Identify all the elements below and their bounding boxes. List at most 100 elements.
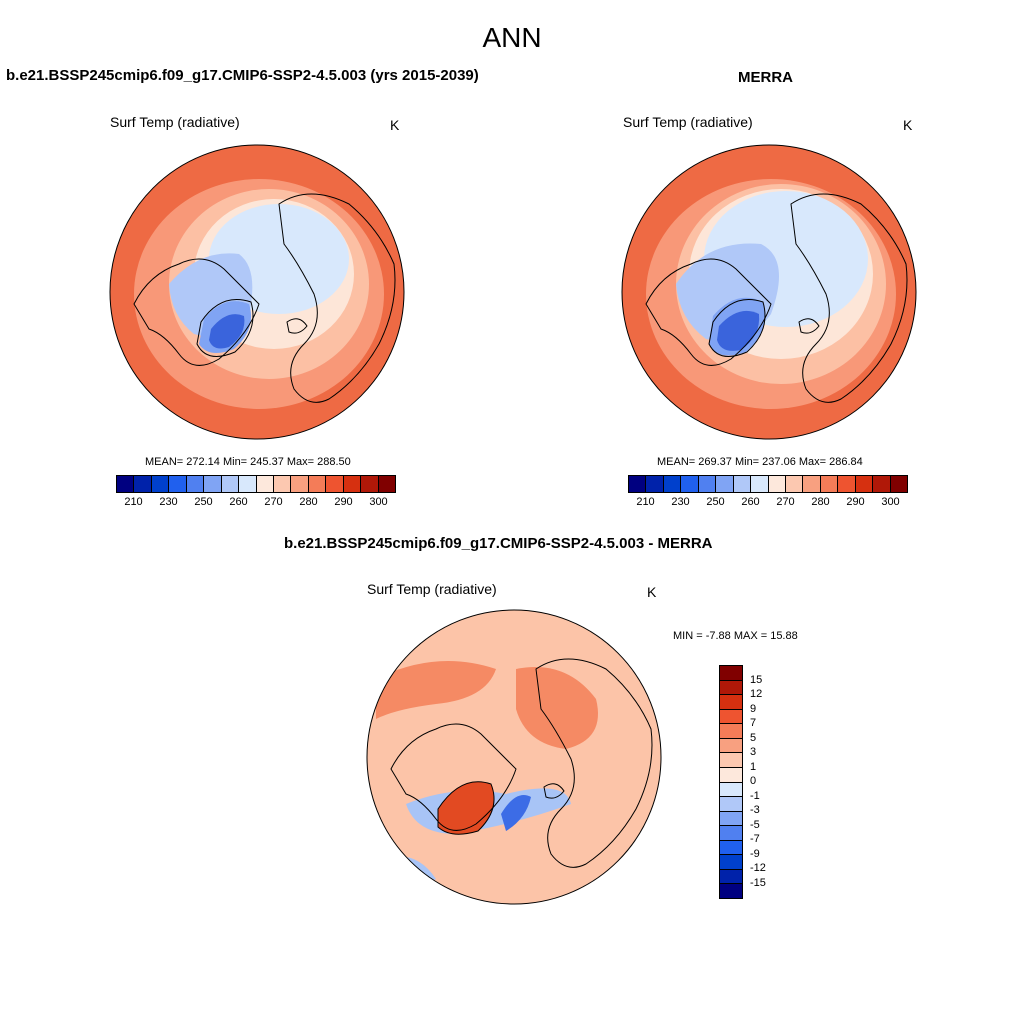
- colorbar-swatch: [117, 476, 135, 492]
- colorbar-swatch: [169, 476, 187, 492]
- colorbar-tick-label: 290: [846, 496, 865, 508]
- colorbar-swatch: [273, 476, 292, 492]
- colorbar-tick-label: -15: [750, 876, 766, 889]
- colorbar-swatch: [720, 855, 742, 870]
- colorbar-swatch: [720, 695, 742, 710]
- colorbar-swatch: [716, 476, 734, 492]
- colorbar-tick-label: 300: [369, 496, 388, 508]
- colorbar-tick-label: -5: [750, 818, 760, 831]
- colorbar-swatch: [629, 476, 647, 492]
- panel-2-colorbar-labels: 210 230 250 260 270 280 290 300: [628, 496, 908, 510]
- map-fill-greenland-core: [209, 314, 245, 349]
- colorbar-swatch: [720, 797, 742, 812]
- panel-1-stats: MEAN= 272.14 Min= 245.37 Max= 288.50: [145, 456, 351, 468]
- colorbar-swatch: [720, 709, 742, 725]
- colorbar-tick-label: 15: [750, 673, 763, 686]
- diff-panel-variable-label: Surf Temp (radiative): [367, 581, 497, 597]
- colorbar-swatch: [221, 476, 240, 492]
- colorbar-swatch: [361, 476, 379, 492]
- colorbar-tick-label: 270: [776, 496, 795, 508]
- diff-panel-polar-map: [366, 609, 662, 905]
- map-fill-cold-channel: [501, 795, 531, 831]
- coastline-north-america: [390, 723, 517, 831]
- diff-panel-stats: MIN = -7.88 MAX = 15.88: [673, 630, 798, 642]
- colorbar-tick-label: 260: [741, 496, 760, 508]
- colorbar-swatch: [838, 476, 856, 492]
- colorbar-swatch: [326, 476, 344, 492]
- coastline-svalbard: [543, 783, 565, 799]
- colorbar-swatch: [256, 476, 274, 492]
- coastline-north-america: [133, 258, 260, 366]
- panel-1-polar-map: [109, 144, 405, 440]
- colorbar-tick-label: 3: [750, 746, 757, 758]
- colorbar-tick-label: 230: [159, 496, 178, 508]
- colorbar-swatch: [751, 476, 769, 492]
- colorbar-tick-label: 1: [750, 760, 757, 773]
- panel-2-variable-label: Surf Temp (radiative): [623, 114, 753, 130]
- colorbar-tick-label: 250: [706, 496, 725, 508]
- panel-2-colorbar: [628, 475, 908, 493]
- colorbar-swatch: [720, 724, 742, 739]
- coastline-greenland: [708, 299, 766, 357]
- coastline-svalbard: [286, 318, 308, 334]
- colorbar-swatch: [343, 476, 362, 492]
- panel-2-polar-map: [621, 144, 917, 440]
- colorbar-tick-label: 290: [334, 496, 353, 508]
- map-fill-base: [367, 610, 661, 904]
- colorbar-tick-label: -12: [750, 862, 766, 874]
- diff-panel-units-label: K: [647, 584, 657, 600]
- colorbar-tick-label: 210: [636, 496, 655, 508]
- panel-2-units-label: K: [903, 117, 913, 133]
- diff-panel-colorbar: [719, 665, 743, 899]
- colorbar-tick-label: 230: [671, 496, 690, 508]
- colorbar-swatch: [378, 476, 395, 492]
- colorbar-swatch: [663, 476, 682, 492]
- panel-1-colorbar-swatches: [116, 475, 396, 493]
- colorbar-swatch: [239, 476, 257, 492]
- colorbar-swatch: [768, 476, 786, 492]
- colorbar-swatch: [698, 476, 717, 492]
- coastline-eurasia: [790, 193, 908, 403]
- colorbar-swatch: [720, 826, 742, 841]
- colorbar-swatch: [890, 476, 907, 492]
- map-boundary: [366, 609, 662, 905]
- colorbar-swatch: [733, 476, 752, 492]
- colorbar-swatch: [720, 680, 742, 696]
- panel-1-colorbar: [116, 475, 396, 493]
- colorbar-tick-label: 250: [194, 496, 213, 508]
- panel-1-title: b.e21.BSSP245cmip6.f09_g17.CMIP6-SSP2-4.…: [6, 67, 479, 84]
- colorbar-swatch: [308, 476, 327, 492]
- colorbar-swatch: [681, 476, 699, 492]
- colorbar-tick-label: 12: [750, 688, 763, 700]
- map-boundary: [109, 144, 405, 440]
- panel-1-colorbar-labels: 210 230 250 260 270 280 290 300: [116, 496, 396, 510]
- colorbar-swatch: [785, 476, 804, 492]
- colorbar-tick-label: 7: [750, 717, 757, 729]
- map-fill-warm-arctic: [516, 667, 598, 749]
- colorbar-swatch: [151, 476, 170, 492]
- colorbar-tick-label: 260: [229, 496, 248, 508]
- colorbar-swatch: [720, 884, 742, 898]
- colorbar-swatch: [134, 476, 152, 492]
- colorbar-swatch: [720, 869, 742, 885]
- diff-panel-colorbar-swatches: [719, 665, 743, 899]
- colorbar-tick-label: 280: [299, 496, 318, 508]
- colorbar-swatch: [720, 782, 742, 798]
- colorbar-swatch: [803, 476, 821, 492]
- coastline-greenland: [437, 781, 495, 835]
- coastline-north-america: [645, 258, 772, 366]
- page-title: ANN: [482, 22, 542, 53]
- colorbar-tick-label: 210: [124, 496, 143, 508]
- colorbar-swatch: [291, 476, 309, 492]
- diff-panel-title: b.e21.BSSP245cmip6.f09_g17.CMIP6-SSP2-4.…: [284, 535, 713, 552]
- panel-2-title: MERRA: [738, 69, 793, 86]
- colorbar-tick-label: -3: [750, 804, 760, 816]
- colorbar-swatch: [204, 476, 222, 492]
- coastline-eurasia: [278, 193, 396, 403]
- colorbar-tick-label: 9: [750, 702, 757, 715]
- colorbar-swatch: [720, 840, 742, 856]
- colorbar-swatch: [720, 738, 742, 754]
- colorbar-swatch: [720, 753, 742, 768]
- panel-2-colorbar-swatches: [628, 475, 908, 493]
- map-fill-greenland-core: [717, 310, 760, 351]
